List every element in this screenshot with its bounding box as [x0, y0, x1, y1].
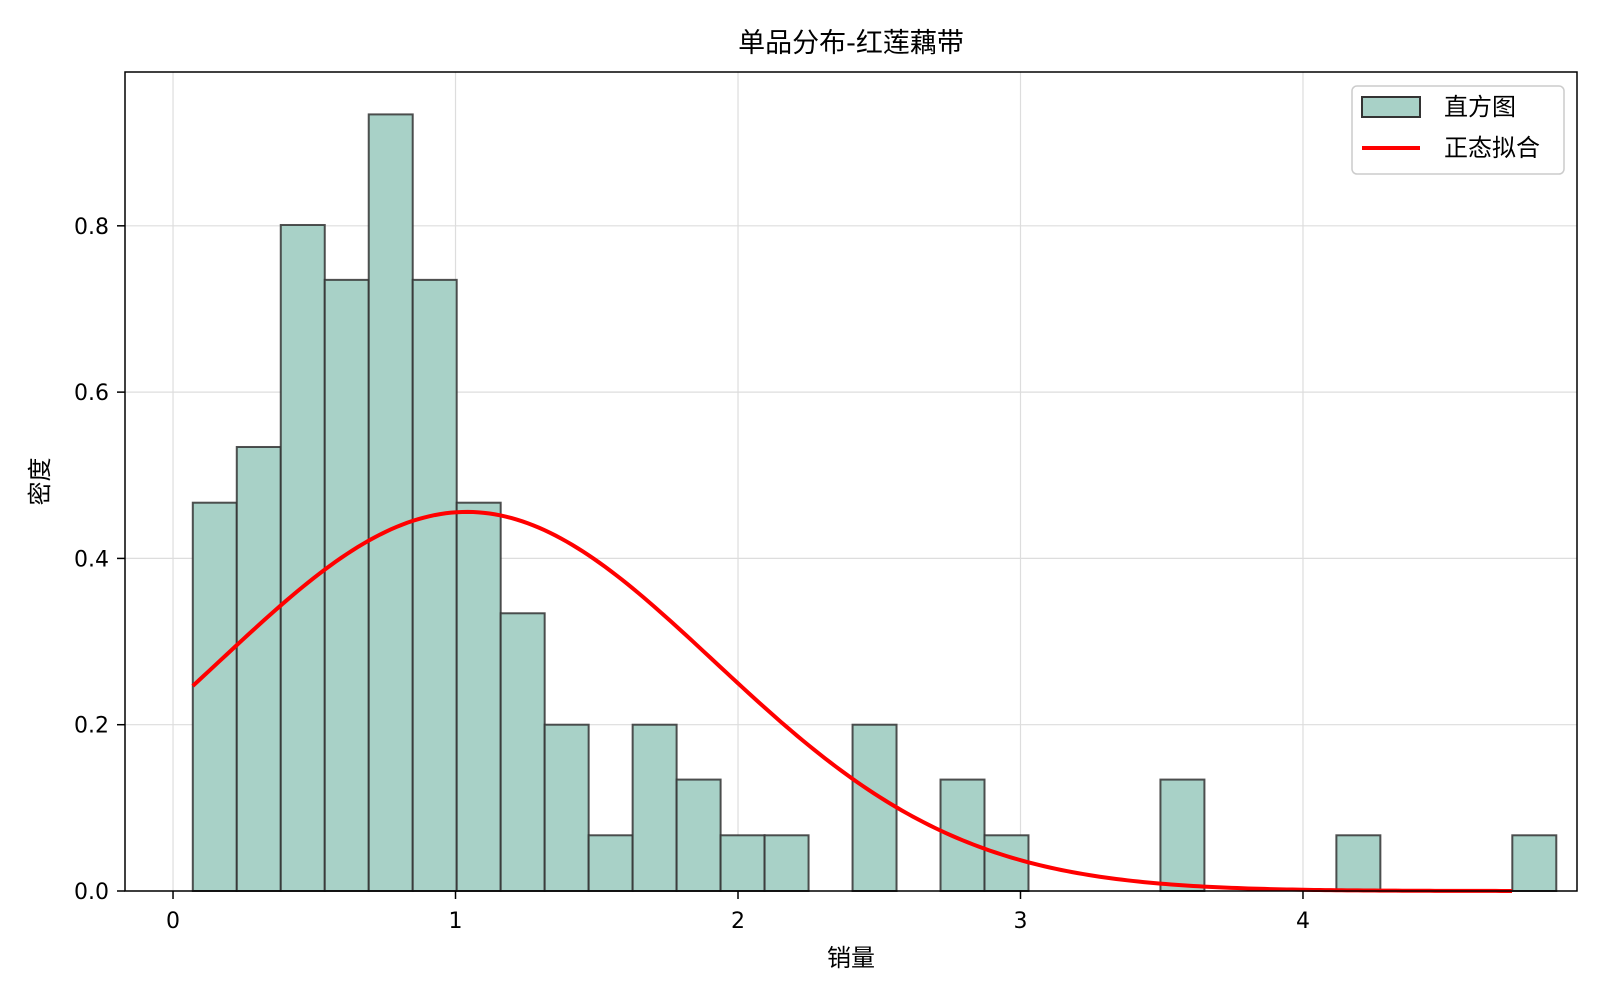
histogram-bar: [1159, 778, 1206, 893]
y-tick-label: 0.2: [74, 714, 109, 739]
y-tick-label: 0.0: [74, 880, 109, 905]
histogram-bar: [675, 778, 722, 893]
histogram-bar: [455, 501, 502, 892]
normal-fit-layer: [191, 509, 1513, 893]
x-tick-label: 0: [166, 909, 180, 934]
plot-frame: [124, 71, 1578, 892]
histogram-bar: [235, 445, 282, 892]
legend-label-normal-fit: 正态拟合: [1444, 134, 1540, 162]
histogram-bar: [587, 834, 634, 893]
y-axis-label: 密度: [26, 458, 54, 506]
x-tick-label: 3: [1013, 909, 1027, 934]
histogram-bar: [279, 223, 326, 893]
legend-swatch-histogram: [1361, 96, 1421, 118]
histogram-bar: [719, 834, 766, 893]
histogram-bar: [411, 278, 458, 892]
chart-title: 单品分布-红莲藕带: [738, 28, 964, 59]
legend: 直方图 正态拟合: [1351, 85, 1565, 175]
histogram-bar: [323, 278, 370, 892]
y-tick-label: 0.6: [74, 381, 109, 406]
histogram-bar: [191, 501, 238, 892]
x-axis-label: 销量: [827, 944, 875, 972]
histogram-bar: [851, 723, 898, 892]
axis-ticks: 0 1 2 3 4 0.0 0.2 0.4 0.6 0.8: [74, 215, 1310, 934]
histogram-bars: [191, 113, 1558, 893]
histogram-bar: [367, 113, 414, 892]
y-tick-label: 0.8: [74, 215, 109, 240]
x-tick-label: 4: [1296, 909, 1310, 934]
x-tick-label: 1: [449, 909, 463, 934]
y-tick-label: 0.4: [74, 547, 109, 572]
histogram-bar: [1511, 834, 1558, 893]
x-tick-label: 2: [731, 909, 745, 934]
histogram-bar: [499, 612, 546, 892]
histogram-bar: [983, 834, 1030, 893]
legend-label-histogram: 直方图: [1444, 93, 1516, 121]
histogram-bar: [763, 834, 810, 893]
normal-fit-curve: [191, 509, 1513, 893]
histogram-bar: [631, 723, 678, 892]
histogram-bar: [543, 723, 590, 892]
histogram-bar: [1335, 834, 1382, 893]
